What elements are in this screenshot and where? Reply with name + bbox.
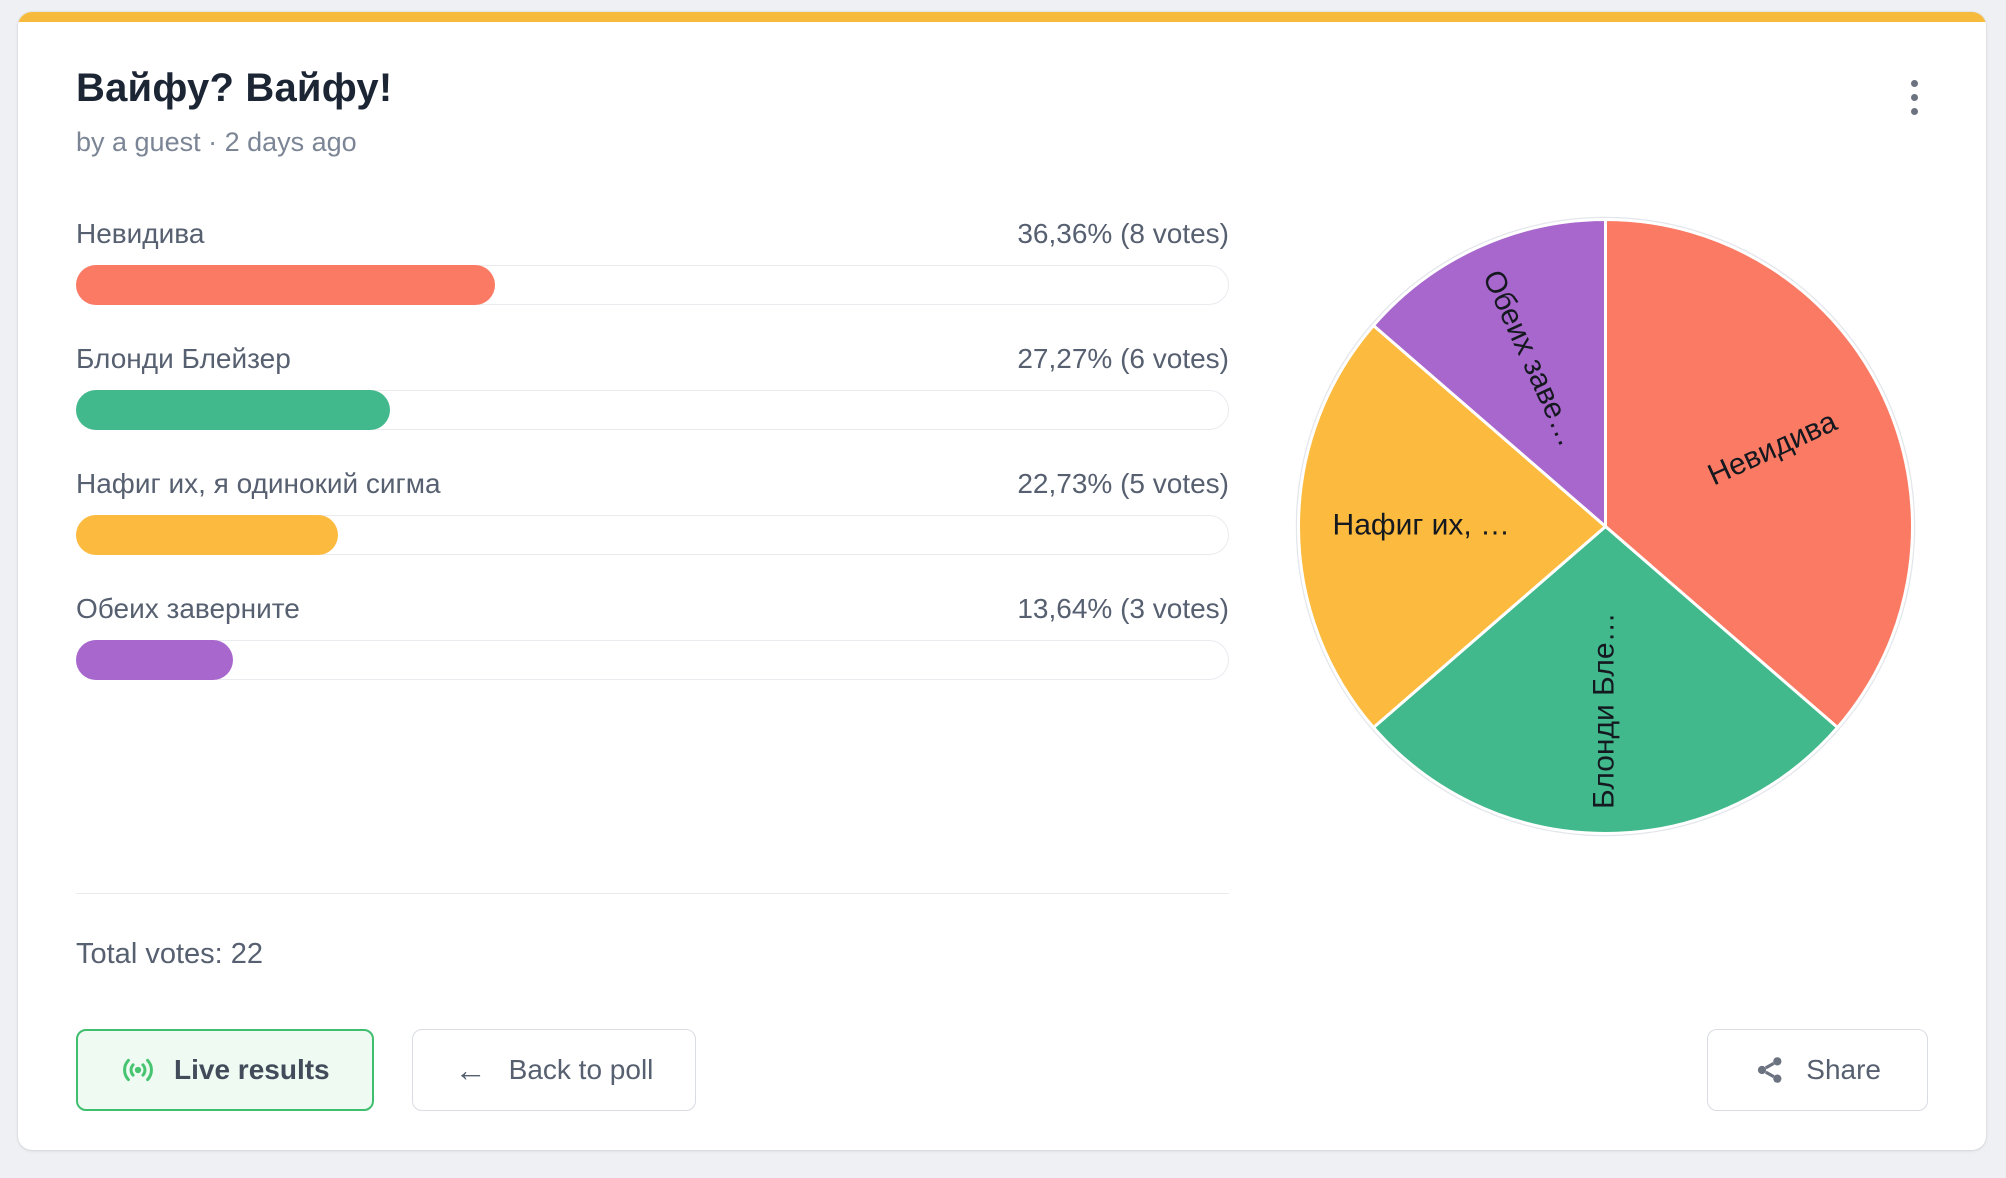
kebab-menu-icon	[1911, 80, 1918, 87]
live-results-label: Live results	[174, 1054, 330, 1085]
back-arrow-icon: ←	[454, 1052, 487, 1088]
total-votes: Total votes: 22	[76, 938, 263, 970]
share-label: Share	[1806, 1054, 1881, 1085]
option-label: Невидива	[76, 218, 205, 249]
kebab-menu-icon	[1911, 108, 1918, 115]
poll-header: Вайфу? Вайфу! by a guest · 2 days ago	[76, 56, 1928, 158]
option-header: Обеих заверните 13,64% (3 votes)	[76, 593, 1229, 625]
poll-option-row: Нафиг их, я одинокий сигма 22,73% (5 vot…	[76, 468, 1229, 555]
option-label: Блонди Блейзер	[76, 343, 291, 374]
card-body: Вайфу? Вайфу! by a guest · 2 days ago Не…	[18, 22, 1986, 1111]
live-broadcast-icon	[123, 1058, 153, 1082]
option-result: 27,27% (6 votes)	[1017, 343, 1229, 374]
pie-chart-area: Невидива Блонди Бле… Нафиг их, … Обеих заве…	[1229, 216, 1928, 849]
poll-title: Вайфу? Вайфу!	[76, 66, 393, 110]
divider	[76, 893, 1229, 894]
option-bar-fill	[76, 640, 233, 680]
option-bar-track	[76, 515, 1229, 555]
option-header: Невидива 36,36% (8 votes)	[76, 218, 1229, 250]
share-button[interactable]: Share	[1707, 1029, 1928, 1111]
poll-option-row: Обеих заверните 13,64% (3 votes)	[76, 593, 1229, 680]
option-result: 22,73% (5 votes)	[1017, 468, 1229, 499]
poll-option-row: Невидива 36,36% (8 votes)	[76, 218, 1229, 305]
option-label: Нафиг их, я одинокий сигма	[76, 468, 441, 499]
option-bar-fill	[76, 390, 390, 430]
option-label: Обеих заверните	[76, 593, 300, 624]
pie-slice	[1371, 525, 1840, 835]
kebab-menu-icon	[1911, 94, 1918, 101]
option-bar-fill	[76, 515, 338, 555]
option-bar-track	[76, 390, 1229, 430]
back-to-poll-label: Back to poll	[508, 1054, 654, 1085]
option-bar-track	[76, 640, 1229, 680]
share-icon	[1758, 1057, 1782, 1083]
option-bar-fill	[76, 265, 495, 305]
poll-results-card: Вайфу? Вайфу! by a guest · 2 days ago Не…	[18, 12, 1986, 1150]
option-result: 13,64% (3 votes)	[1017, 593, 1229, 624]
poll-option-row: Блонди Блейзер 27,27% (6 votes)	[76, 343, 1229, 430]
poll-header-text: Вайфу? Вайфу! by a guest · 2 days ago	[76, 56, 392, 158]
live-results-button[interactable]: Live results	[76, 1029, 374, 1111]
poll-byline: by a guest · 2 days ago	[76, 127, 357, 157]
pie-slice-label: Блонди Бле…	[1587, 612, 1620, 809]
option-header: Нафиг их, я одинокий сигма 22,73% (5 vot…	[76, 468, 1229, 500]
results-content: Невидива 36,36% (8 votes) Блонди Блейзер…	[76, 216, 1928, 849]
card-accent-bar	[18, 12, 1986, 22]
back-to-poll-button[interactable]: ← Back to poll	[411, 1029, 697, 1111]
poll-options: Невидива 36,36% (8 votes) Блонди Блейзер…	[76, 218, 1229, 849]
more-options-button[interactable]	[1901, 66, 1928, 129]
option-result: 36,36% (8 votes)	[1017, 218, 1229, 249]
footer-actions: Live results ← Back to poll Share	[76, 1029, 1928, 1111]
pie-slice	[1371, 218, 1607, 528]
option-bar-track	[76, 265, 1229, 305]
option-header: Блонди Блейзер 27,27% (6 votes)	[76, 343, 1229, 375]
pie-slice	[1604, 218, 1914, 730]
pie-slice-label: Нафиг их, …	[1333, 508, 1511, 541]
pie-slice	[1297, 323, 1607, 730]
footer-left-buttons: Live results ← Back to poll	[76, 1029, 697, 1111]
